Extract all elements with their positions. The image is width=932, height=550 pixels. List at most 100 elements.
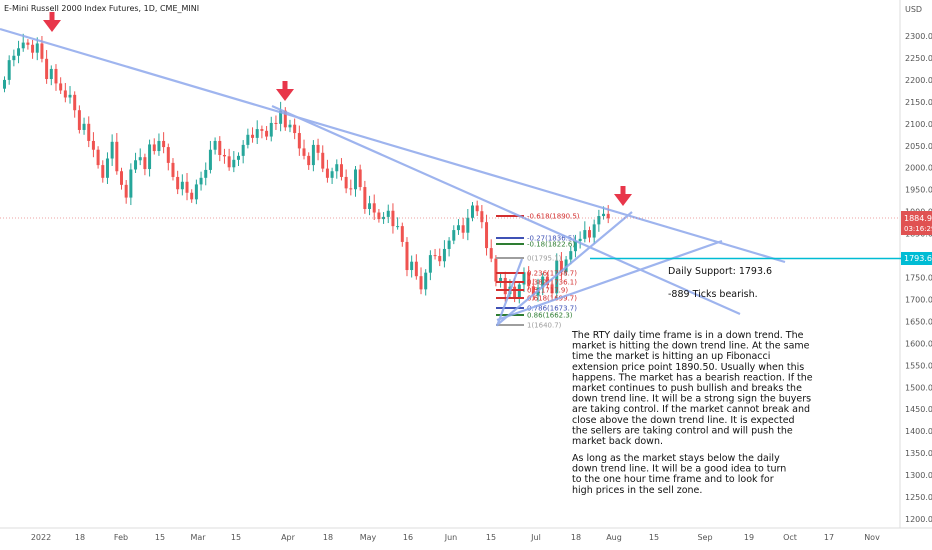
- candle-body: [171, 162, 175, 177]
- x-tick-label: 15: [649, 533, 659, 542]
- y-tick-label: 1350.0: [905, 449, 932, 458]
- y-tick-label: 2000.0: [905, 164, 932, 173]
- candle-body: [21, 42, 25, 49]
- secondary-downtrend-line: [271, 104, 741, 316]
- candle-body: [344, 176, 348, 189]
- candle-body: [485, 222, 489, 249]
- candle-body: [63, 90, 67, 98]
- candle-body: [105, 158, 109, 178]
- candle-body: [82, 123, 86, 130]
- candle-body: [237, 155, 240, 160]
- candle-body: [26, 42, 30, 45]
- last-price-badge: 1884.9 03:16:29: [901, 211, 932, 235]
- candle-body: [185, 181, 189, 193]
- candle-body: [49, 68, 53, 80]
- y-tick-label: 1500.0: [905, 383, 932, 392]
- candle-body: [541, 276, 545, 288]
- analysis-line: close above the down trend line. It is e…: [572, 415, 795, 426]
- y-tick-label: 2200.0: [905, 76, 932, 85]
- ticks-bearish-annotation: -889 Ticks bearish.: [668, 289, 758, 300]
- fib-level-label: -0.27(1836.5): [527, 235, 575, 243]
- candle-body: [148, 144, 152, 170]
- y-tick-label: 1750.0: [905, 274, 932, 283]
- fib-level-label: 0.618(1699.7): [527, 295, 577, 303]
- candle-body: [7, 60, 11, 80]
- x-tick-label: 18: [323, 533, 333, 542]
- last-price-value: 1884.9: [904, 214, 932, 223]
- candle-body: [297, 133, 301, 149]
- candle-body: [494, 258, 498, 282]
- x-tick-label: 15: [231, 533, 241, 542]
- x-tick-label: Jun: [444, 533, 458, 542]
- x-tick-label: 2022: [31, 533, 51, 542]
- candle-body: [391, 210, 395, 227]
- candle-body: [597, 216, 601, 225]
- candle-body: [349, 188, 353, 190]
- candle-body: [115, 141, 119, 172]
- candle-body: [410, 261, 414, 271]
- candle-body: [354, 169, 357, 190]
- candle-body: [489, 248, 493, 259]
- fib-level-label: 0.786(1673.7): [527, 305, 577, 313]
- analysis-line: extension price point 1890.50. Usually w…: [572, 362, 804, 373]
- candle-body: [194, 184, 198, 200]
- candle-body: [588, 230, 591, 238]
- candle-body: [246, 134, 250, 145]
- candle-body: [452, 230, 456, 241]
- candle-body: [442, 248, 446, 262]
- candle-body: [45, 58, 49, 80]
- candle-body: [91, 140, 95, 150]
- candle-body: [157, 140, 161, 152]
- y-tick-label: 1550.0: [905, 361, 932, 370]
- fib-level-label: 0(1795.1): [527, 255, 562, 263]
- x-tick-label: Nov: [864, 533, 880, 542]
- analysis-line: As long as the market stays below the da…: [572, 453, 780, 464]
- x-tick-label: Sep: [697, 533, 712, 542]
- candle-body: [606, 213, 610, 219]
- candle-body: [87, 123, 91, 141]
- candle-body: [372, 203, 376, 213]
- candle-body: [73, 94, 77, 111]
- candle-body: [424, 272, 428, 290]
- fib-diagonal: [495, 258, 524, 327]
- candle-body: [545, 276, 549, 285]
- candle-body: [120, 171, 123, 185]
- fib-level-label: 0.5(1717.9): [527, 287, 568, 295]
- candle-body: [293, 124, 297, 134]
- candle-body: [279, 110, 283, 124]
- currency-label: USD: [905, 5, 922, 14]
- y-tick-label: 1950.0: [905, 186, 932, 195]
- candle-body: [475, 205, 479, 212]
- candle-body: [96, 149, 100, 166]
- analysis-line: high prices in the sell zone.: [572, 485, 702, 496]
- x-axis[interactable]: 2022 18 Feb 15 Mar 15 Apr 18 May 16 Jun 15 Jul 18 Aug 1…: [0, 527, 932, 542]
- x-tick-label: Apr: [281, 533, 296, 542]
- candle-body: [68, 94, 72, 98]
- y-tick-label: 1300.0: [905, 471, 932, 480]
- candle-body: [433, 255, 437, 257]
- candle-body: [414, 261, 418, 277]
- candle-body: [124, 184, 128, 198]
- x-tick-label: 18: [75, 533, 85, 542]
- y-tick-label: 1200.0: [905, 515, 932, 524]
- candle-body: [274, 122, 278, 124]
- candle-body: [129, 169, 133, 198]
- x-tick-label: 16: [403, 533, 413, 542]
- candle-body: [302, 148, 306, 156]
- candle-body: [77, 110, 81, 130]
- candle-body: [461, 225, 465, 233]
- candle-body: [307, 155, 311, 166]
- candle-body: [213, 140, 217, 150]
- analysis-line: The RTY daily time frame is in a down tr…: [571, 330, 804, 341]
- candle-body: [396, 226, 400, 228]
- y-tick-label: 2250.0: [905, 54, 932, 63]
- x-tick-label: Feb: [114, 533, 128, 542]
- y-tick-label: 1450.0: [905, 405, 932, 414]
- candle-body: [134, 160, 138, 170]
- candle-body: [3, 79, 6, 89]
- candle-body: [199, 177, 203, 185]
- candle-body: [513, 286, 517, 298]
- fib-level-label: -0.18(1822.6): [527, 241, 575, 249]
- candle-body: [358, 169, 362, 188]
